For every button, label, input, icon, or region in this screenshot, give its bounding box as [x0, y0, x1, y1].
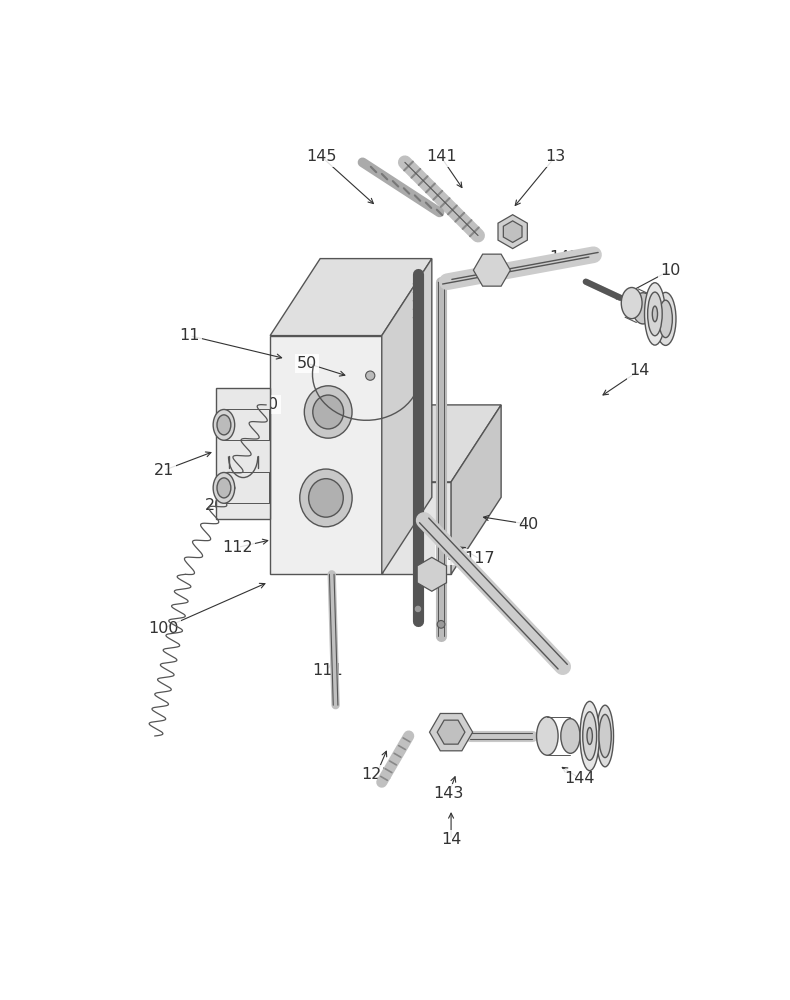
Ellipse shape [213, 409, 235, 440]
Text: 145: 145 [307, 149, 337, 164]
Ellipse shape [659, 300, 672, 338]
Ellipse shape [653, 306, 657, 322]
Ellipse shape [304, 386, 352, 438]
Polygon shape [473, 254, 510, 286]
Text: 21: 21 [154, 463, 174, 478]
Text: 14: 14 [630, 363, 650, 378]
Polygon shape [270, 259, 432, 336]
Polygon shape [503, 221, 522, 242]
Polygon shape [382, 405, 501, 482]
Polygon shape [216, 388, 270, 519]
Text: 141: 141 [426, 149, 457, 164]
Circle shape [437, 620, 445, 628]
Text: 144: 144 [564, 771, 595, 786]
Ellipse shape [299, 469, 352, 527]
Text: 100: 100 [149, 621, 179, 636]
Ellipse shape [583, 712, 596, 760]
Ellipse shape [587, 728, 592, 744]
Ellipse shape [596, 705, 614, 767]
Polygon shape [382, 482, 451, 574]
Ellipse shape [561, 719, 580, 753]
Text: 14: 14 [441, 832, 461, 847]
Text: 143: 143 [434, 786, 464, 801]
Ellipse shape [621, 287, 642, 319]
Polygon shape [498, 215, 528, 249]
Ellipse shape [655, 292, 676, 345]
Ellipse shape [313, 395, 344, 429]
Polygon shape [382, 259, 432, 574]
Ellipse shape [633, 293, 653, 324]
Ellipse shape [213, 472, 235, 503]
Text: 13: 13 [545, 149, 565, 164]
Text: 40: 40 [518, 517, 538, 532]
Ellipse shape [599, 714, 611, 758]
Ellipse shape [648, 292, 662, 336]
Ellipse shape [580, 701, 600, 771]
Polygon shape [437, 720, 465, 744]
Circle shape [414, 605, 422, 613]
Text: 111: 111 [313, 663, 343, 678]
Text: 112: 112 [223, 540, 253, 555]
Ellipse shape [309, 479, 344, 517]
Text: 50: 50 [297, 356, 318, 371]
Text: 30: 30 [258, 397, 279, 412]
Ellipse shape [217, 415, 231, 435]
Text: 117: 117 [465, 551, 495, 566]
Ellipse shape [536, 717, 558, 755]
Ellipse shape [217, 478, 231, 498]
Text: 142: 142 [549, 250, 580, 265]
Polygon shape [417, 557, 446, 591]
Polygon shape [430, 713, 472, 751]
Text: 121: 121 [361, 767, 392, 782]
Text: 11: 11 [179, 328, 200, 343]
Circle shape [366, 371, 374, 380]
Text: 10: 10 [660, 263, 681, 278]
Polygon shape [270, 336, 382, 574]
Text: 20: 20 [205, 497, 225, 512]
Text: 13: 13 [437, 548, 457, 563]
Polygon shape [451, 405, 501, 574]
Ellipse shape [645, 283, 665, 345]
